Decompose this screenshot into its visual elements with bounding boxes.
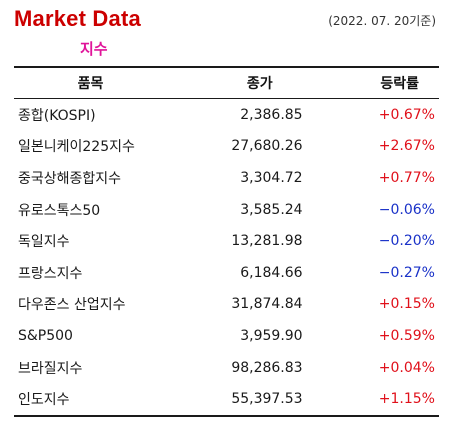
index-name: 독일지수 [18,234,70,251]
change-rate: +0.15% [378,296,435,313]
column-header-close: 종가 [166,67,305,99]
index-name: 유로스톡스50 [18,202,101,219]
table-row: 중국상해종합지수 3,304.72 +0.77% [14,162,439,194]
reference-date: (2022. 07. 20기준) [328,14,436,28]
change-rate: −0.27% [378,264,435,281]
change-rate: +2.67% [378,138,435,155]
close-value: 55,397.53 [166,383,305,417]
index-name: 다우존스 산업지수 [18,297,126,314]
table-row: S&P500 3,959.90 +0.59% [14,320,439,352]
close-value: 3,585.24 [240,201,303,218]
table-row: 다우존스 산업지수 31,874.84 +0.15% [14,289,439,321]
change-rate: +1.15% [304,383,439,417]
table-row: 유로스톡스50 3,585.24 −0.06% [14,194,439,226]
change-rate: −0.20% [378,233,435,250]
table-row: 종합(KOSPI) 2,386.85 +0.67% [14,99,439,131]
index-name: S&P500 [18,327,73,344]
table-row: 일본니케이225지수 27,680.26 +2.67% [14,131,439,163]
change-rate: +0.59% [378,327,435,344]
close-value: 3,304.72 [240,169,303,186]
page-title: Market Data [14,6,141,31]
close-value: 31,874.84 [231,296,303,313]
close-value: 27,680.26 [231,138,303,155]
close-value: 6,184.66 [240,264,303,281]
close-value: 98,286.83 [231,359,303,376]
table-header: 품목 종가 등락률 [14,67,439,99]
index-name: 브라질지수 [18,360,83,377]
section-subtitle: 지수 [80,40,108,58]
table-row: 프랑스지수 6,184.66 −0.27% [14,257,439,289]
change-rate: −0.06% [378,201,435,218]
change-rate: +0.67% [378,106,435,123]
index-name: 프랑스지수 [18,265,83,282]
change-rate: +0.04% [378,359,435,376]
column-header-item: 품목 [14,67,167,99]
table-row: 독일지수 13,281.98 −0.20% [14,225,439,257]
index-name: 일본니케이225지수 [18,139,135,156]
table-body: 종합(KOSPI) 2,386.85 +0.67% 일본니케이225지수 27,… [14,99,439,417]
change-rate: +0.77% [378,169,435,186]
column-header-change: 등락률 [304,67,439,99]
header-row: 품목 종가 등락률 [14,67,439,99]
table-row: 인도지수 55,397.53 +1.15% [14,383,439,417]
close-value: 2,386.85 [240,106,303,123]
index-name: 중국상해종합지수 [18,170,122,187]
close-value: 13,281.98 [231,233,303,250]
index-name: 인도지수 [14,383,167,417]
market-data-table: 품목 종가 등락률 종합(KOSPI) 2,386.85 +0.67% 일본니케… [14,66,439,417]
table-row: 브라질지수 98,286.83 +0.04% [14,352,439,384]
index-name: 종합(KOSPI) [18,107,96,124]
close-value: 3,959.90 [240,327,303,344]
